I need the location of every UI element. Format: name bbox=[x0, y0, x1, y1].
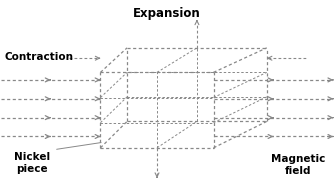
Text: Contraction: Contraction bbox=[4, 52, 73, 62]
Text: Nickel
piece: Nickel piece bbox=[14, 152, 50, 174]
Text: Expansion: Expansion bbox=[133, 7, 201, 20]
Text: Magnetic
field: Magnetic field bbox=[271, 154, 326, 176]
